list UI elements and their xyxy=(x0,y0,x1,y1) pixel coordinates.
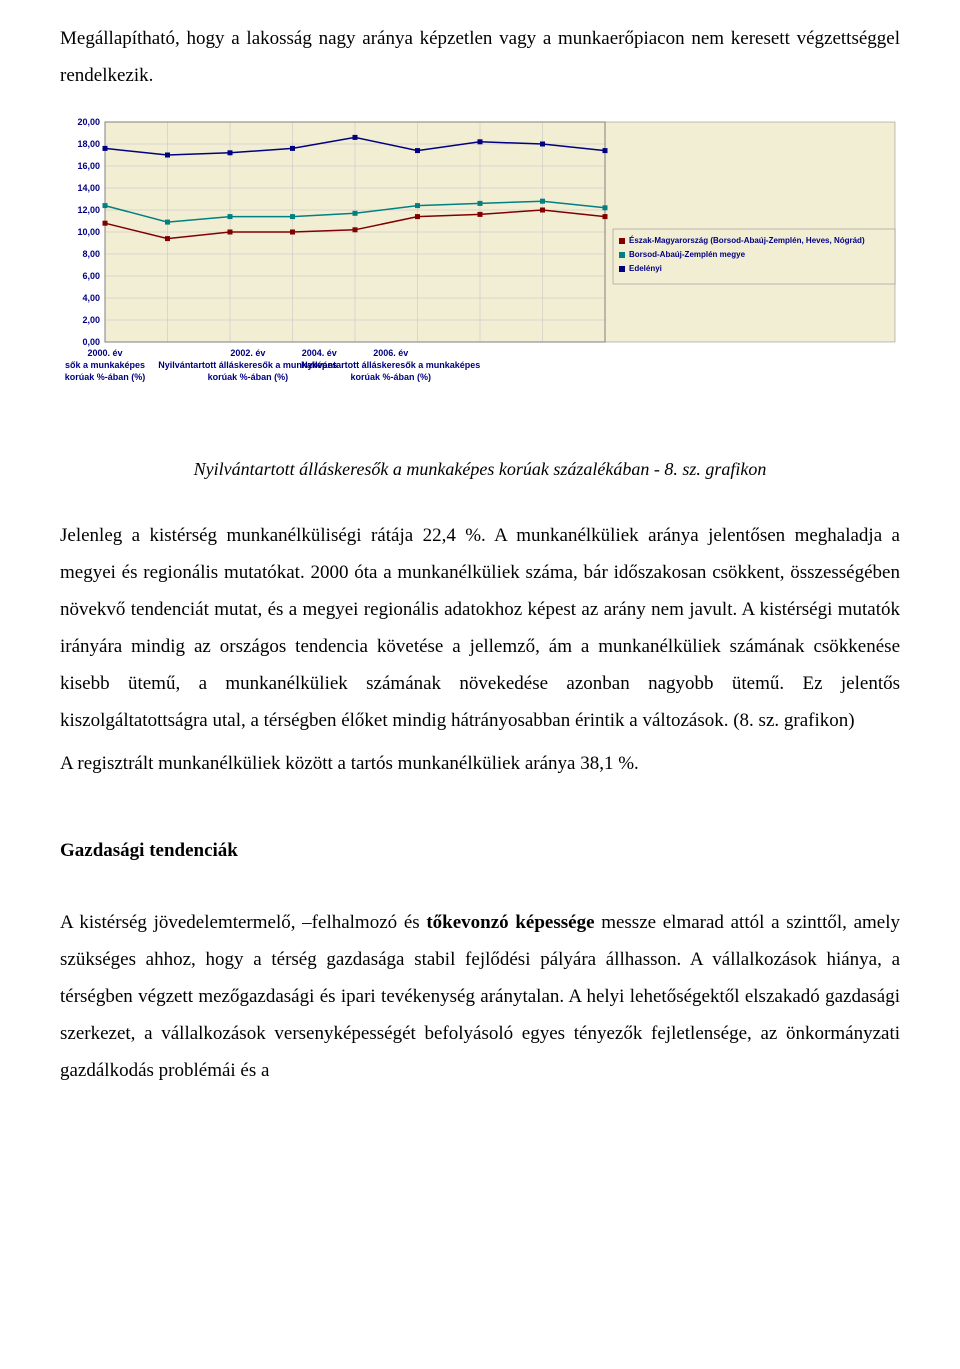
svg-text:14,00: 14,00 xyxy=(77,183,100,193)
intro-paragraph: Megállapítható, hogy a lakosság nagy ará… xyxy=(60,20,900,94)
svg-text:10,00: 10,00 xyxy=(77,227,100,237)
svg-text:18,00: 18,00 xyxy=(77,139,100,149)
bottom-paragraph: A kistérség jövedelemtermelő, –felhalmoz… xyxy=(60,904,900,1089)
svg-text:16,00: 16,00 xyxy=(77,161,100,171)
svg-text:korúak %-ában (%): korúak %-ában (%) xyxy=(350,372,431,382)
svg-text:20,00: 20,00 xyxy=(77,117,100,127)
body-paragraph: Jelenleg a kistérség munkanélküliségi rá… xyxy=(60,517,900,739)
chart-container: 0,00 2,00 4,00 6,00 8,00 10,00 12,00 14,00 16,00… xyxy=(60,114,900,437)
svg-text:4,00: 4,00 xyxy=(82,293,100,303)
svg-text:Edelényi: Edelényi xyxy=(629,264,662,273)
svg-text:2004. év: 2004. év xyxy=(302,348,337,358)
svg-text:8,00: 8,00 xyxy=(82,249,100,259)
svg-text:2002. év: 2002. év xyxy=(230,348,265,358)
svg-text:6,00: 6,00 xyxy=(82,271,100,281)
svg-text:2,00: 2,00 xyxy=(82,315,100,325)
svg-text:0,00: 0,00 xyxy=(82,337,100,347)
section-heading: Gazdasági tendenciák xyxy=(60,832,900,869)
svg-text:Észak-Magyarország (Borsod-Aba: Észak-Magyarország (Borsod-Abaúj-Zemplén… xyxy=(629,236,865,245)
chart-caption: Nyilvántartott álláskeresők a munkaképes… xyxy=(60,452,900,487)
svg-text:korúak %-ában (%): korúak %-ában (%) xyxy=(208,372,289,382)
svg-text:2000. év: 2000. év xyxy=(87,348,122,358)
line-chart: 0,00 2,00 4,00 6,00 8,00 10,00 12,00 14,00 16,00… xyxy=(60,114,900,424)
svg-text:Nyilvántartott álláskeresők a: Nyilvántartott álláskeresők a munkaképes xyxy=(301,360,480,370)
svg-text:sők a munkaképes: sők a munkaképes xyxy=(65,360,145,370)
registered-line: A regisztrált munkanélküliek között a ta… xyxy=(60,745,900,782)
svg-text:2006. év: 2006. év xyxy=(373,348,408,358)
svg-text:Borsod-Abaúj-Zemplén megye: Borsod-Abaúj-Zemplén megye xyxy=(629,250,746,259)
svg-text:korúak %-ában (%): korúak %-ában (%) xyxy=(65,372,146,382)
svg-text:12,00: 12,00 xyxy=(77,205,100,215)
